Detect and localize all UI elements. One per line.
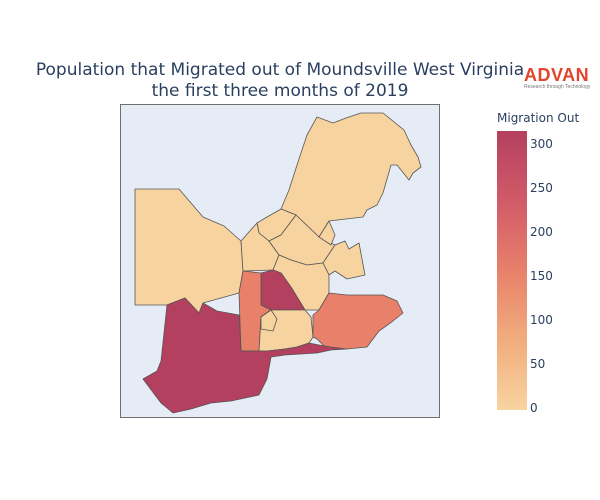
colorbar-tick-0: 0 — [530, 401, 538, 415]
colorbar — [497, 131, 527, 410]
chart-title: Population that Migrated out of Moundsvi… — [0, 60, 560, 102]
region-northeast[interactable] — [280, 112, 422, 238]
region-east-small-b[interactable] — [322, 240, 366, 280]
legend-title: Migration Out — [497, 111, 580, 125]
region-south-small[interactable] — [260, 309, 278, 332]
colorbar-tick-200: 200 — [530, 225, 553, 239]
region-east-small-a[interactable] — [318, 220, 336, 246]
region-southwest[interactable] — [142, 297, 348, 414]
logo-wordmark: ADVAN — [524, 65, 590, 85]
chart-title-line-2: the first three months of 2019 — [151, 81, 409, 101]
colorbar-tick-100: 100 — [530, 313, 553, 327]
logo-tagline: Research through Technology — [524, 84, 591, 90]
colorbar-tick-50: 50 — [530, 357, 546, 371]
advan-logo: ADVAN Research through Technology — [524, 66, 594, 91]
region-east-mid[interactable] — [312, 292, 404, 350]
colorbar-tick-300: 300 — [530, 137, 553, 151]
colorbar-tick-150: 150 — [530, 269, 553, 283]
colorbar-tick-250: 250 — [530, 181, 553, 195]
region-northwest[interactable] — [134, 188, 244, 314]
choropleth-map — [134, 112, 422, 414]
map-plot-area[interactable] — [120, 104, 440, 418]
chart-title-line-1: Population that Migrated out of Moundsvi… — [35, 60, 525, 80]
